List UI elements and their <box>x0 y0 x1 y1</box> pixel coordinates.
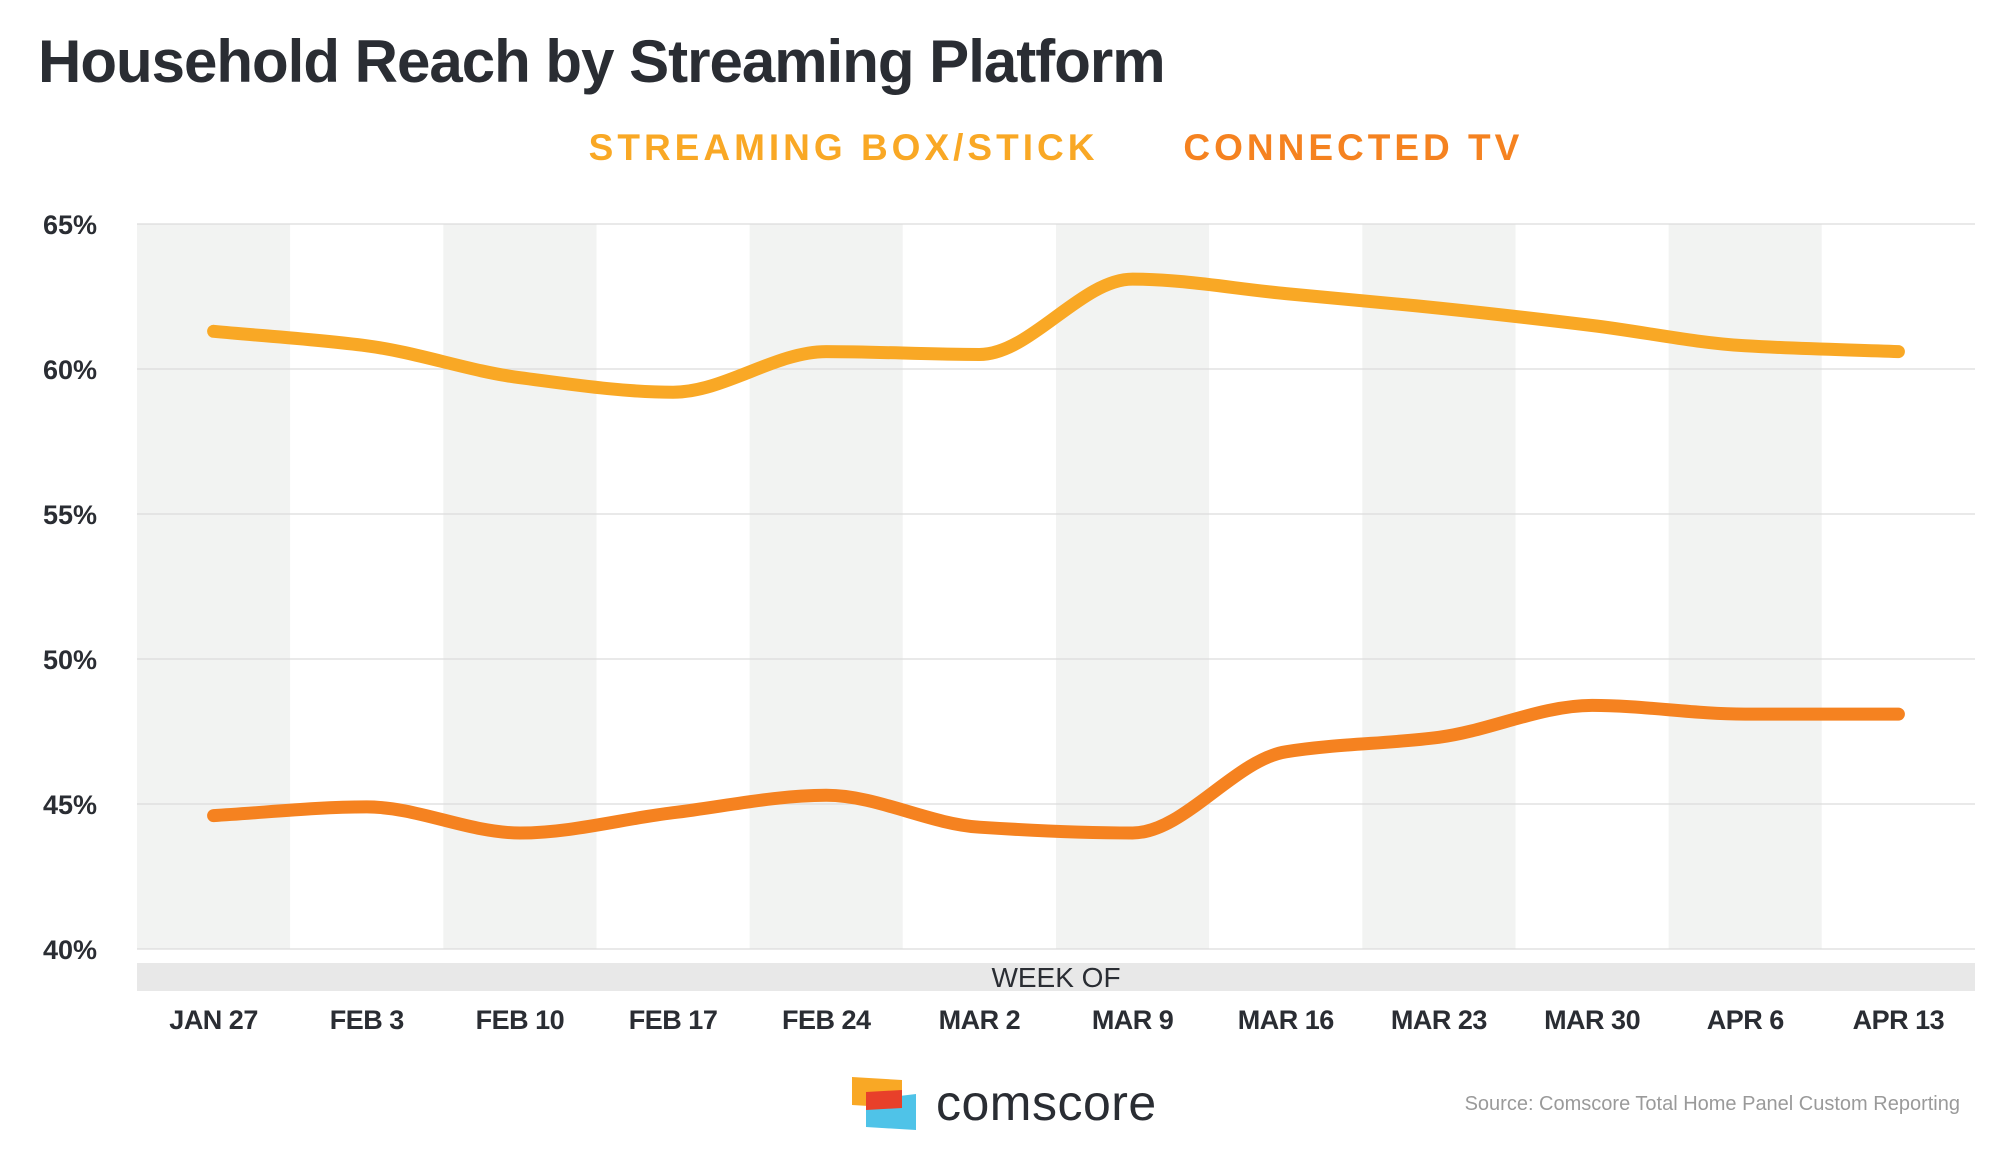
source-note: Source: Comscore Total Home Panel Custom… <box>1465 1093 1960 1115</box>
x-tick-label: MAR 16 <box>1238 1005 1335 1035</box>
y-tick-label: 55% <box>43 500 97 530</box>
column-bands <box>137 224 1975 949</box>
column-band <box>443 224 597 949</box>
x-axis-label: WEEK OF <box>991 962 1120 993</box>
y-tick-label: 45% <box>43 790 97 820</box>
column-band <box>1056 224 1210 949</box>
y-tick-label: 40% <box>43 935 97 965</box>
y-axis: 40% 45% 50% 55% 60% 65% <box>43 210 97 965</box>
x-tick-label: MAR 23 <box>1391 1005 1488 1035</box>
legend-entry: STREAMING BOX/STICK <box>589 127 1099 168</box>
column-band <box>749 224 903 949</box>
series-line-connected-tv <box>207 698 1905 840</box>
x-tick-label: FEB 3 <box>330 1005 405 1035</box>
x-tick-label: FEB 17 <box>629 1005 718 1035</box>
column-band <box>596 224 750 949</box>
x-tick-label: MAR 2 <box>939 1005 1021 1035</box>
legend-entry: CONNECTED TV <box>1183 127 1523 168</box>
x-tick-label: FEB 24 <box>782 1005 871 1035</box>
column-band <box>1209 224 1363 949</box>
x-tick-label: MAR 9 <box>1092 1005 1174 1035</box>
x-tick-label: MAR 30 <box>1544 1005 1640 1035</box>
x-axis: JAN 27 FEB 3 FEB 10 FEB 17 FEB 24 MAR 2 MAR 9 M… <box>169 1005 1945 1035</box>
x-tick-label: FEB 10 <box>476 1005 565 1035</box>
series-lines <box>207 272 1905 840</box>
legend: STREAMING BOX/STICK CONNECTED TV <box>589 127 1523 168</box>
comscore-wordmark: comscore <box>936 1075 1157 1131</box>
column-band <box>1362 224 1516 949</box>
series-line-streaming-box-stick <box>207 272 1905 399</box>
comscore-logo-mark-icon <box>852 1077 916 1130</box>
x-tick-label: APR 13 <box>1853 1005 1945 1035</box>
x-tick-label: JAN 27 <box>169 1005 258 1035</box>
x-axis-label-bar <box>137 963 1975 991</box>
column-band <box>290 224 444 949</box>
gridlines <box>137 223 1975 950</box>
comscore-logo: comscore <box>852 1075 1157 1131</box>
column-band <box>137 224 291 949</box>
column-band <box>1668 224 1822 949</box>
column-band <box>1515 224 1669 949</box>
x-tick-label: APR 6 <box>1707 1005 1785 1035</box>
chart-title: Household Reach by Streaming Platform <box>38 28 1165 95</box>
column-band <box>1821 224 1975 949</box>
y-tick-label: 50% <box>43 645 97 675</box>
y-tick-label: 65% <box>43 210 97 240</box>
y-tick-label: 60% <box>43 355 97 385</box>
